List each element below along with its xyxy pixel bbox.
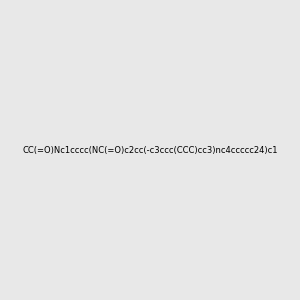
- Text: CC(=O)Nc1cccc(NC(=O)c2cc(-c3ccc(CCC)cc3)nc4ccccc24)c1: CC(=O)Nc1cccc(NC(=O)c2cc(-c3ccc(CCC)cc3)…: [22, 146, 278, 154]
